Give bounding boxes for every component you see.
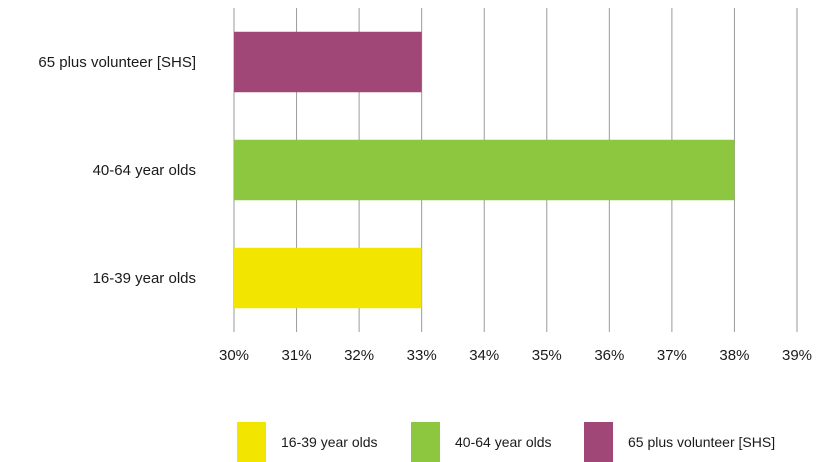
x-tick-label: 32% <box>344 347 374 364</box>
legend-label: 16-39 year olds <box>281 434 378 450</box>
legend-item: 40-64 year olds <box>411 422 552 462</box>
bar-chart: 30% 31% 32% 33% 34% 35% 36% 37% 38% 39% 16-39 yea… <box>38 8 812 364</box>
bar <box>234 247 422 309</box>
x-tick-label: 39% <box>782 347 812 364</box>
category-label: 16-39 year olds <box>93 270 196 287</box>
category-label: 65 plus volunteer [SHS] <box>38 54 196 71</box>
x-tick-label: 35% <box>532 347 562 364</box>
x-tick-label: 38% <box>719 347 749 364</box>
x-tick-label: 33% <box>407 347 437 364</box>
legend-swatch <box>411 422 440 462</box>
x-tick-label: 37% <box>657 347 687 364</box>
x-tick-label: 36% <box>594 347 624 364</box>
category-labels: 16-39 year olds 40-64 year olds 65 plus vo… <box>38 54 196 287</box>
legend: 16-39 year olds 40-64 year olds 65 plus … <box>0 422 823 462</box>
category-label: 40-64 year olds <box>93 162 196 179</box>
legend-label: 65 plus volunteer [SHS] <box>628 434 776 450</box>
bar <box>234 31 422 93</box>
x-tick-label: 31% <box>282 347 312 364</box>
legend-item: 65 plus volunteer [SHS] <box>584 422 775 462</box>
legend-swatch <box>237 422 266 462</box>
bar <box>234 139 735 201</box>
x-tick-label: 30% <box>219 347 249 364</box>
legend-swatch <box>584 422 613 462</box>
x-tick-label: 34% <box>469 347 499 364</box>
legend-item: 16-39 year olds <box>237 422 378 462</box>
bars <box>234 31 735 309</box>
legend-label: 40-64 year olds <box>455 434 552 450</box>
x-axis-tick-labels: 30% 31% 32% 33% 34% 35% 36% 37% 38% 39% <box>219 347 812 364</box>
